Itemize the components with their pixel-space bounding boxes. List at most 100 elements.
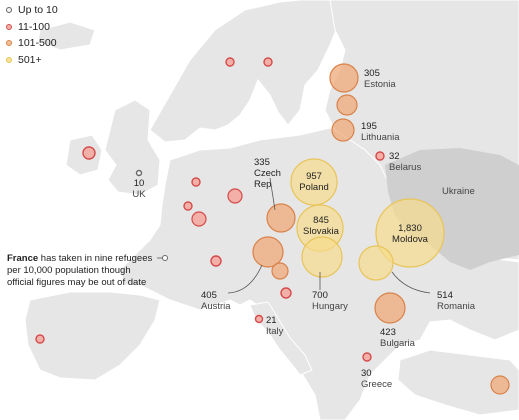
legend-swatch-orange xyxy=(6,40,12,47)
ukraine-shape xyxy=(385,148,519,270)
moldova-value: 1,830 xyxy=(398,223,422,234)
estonia-name: Estonia xyxy=(364,79,396,90)
poland-value: 957 xyxy=(306,171,322,182)
label-hungary: 700 Hungary xyxy=(312,290,348,312)
legend-item-501-plus: 501+ xyxy=(6,52,58,69)
romania-leader xyxy=(391,271,431,294)
label-uk: 10 UK xyxy=(132,178,145,200)
bubble-romania-yellow xyxy=(358,245,394,281)
bubble-cyprus xyxy=(490,375,510,395)
bubble-switzerland xyxy=(210,255,222,267)
bubble-luxembourg xyxy=(191,211,207,227)
poland-name: Poland xyxy=(299,182,329,193)
legend-swatch-gray xyxy=(6,7,12,14)
france-note-text: has taken in nine refugees per 10,000 po… xyxy=(7,253,153,288)
bubble-austria xyxy=(252,236,284,268)
bubble-norway-2 xyxy=(263,57,273,67)
legend-swatch-red xyxy=(6,23,12,30)
italy-value: 21 xyxy=(266,315,277,326)
iberia-land xyxy=(24,291,161,381)
turkey-land xyxy=(397,349,519,416)
bubbles-layer xyxy=(35,57,510,395)
bubble-moldova xyxy=(375,198,445,268)
bubble-belgium xyxy=(183,201,193,211)
uk-name: UK xyxy=(132,189,146,200)
belarus-value: 32 xyxy=(389,151,400,162)
bubble-italy xyxy=(254,314,264,324)
legend-item-up-to-10: Up to 10 xyxy=(6,2,58,19)
bubble-hungary xyxy=(301,236,343,278)
bubble-portugal xyxy=(35,334,45,344)
austria-name: Austria xyxy=(201,301,231,312)
moldova-name: Moldova xyxy=(392,234,428,245)
estonia-value: 305 xyxy=(364,68,380,79)
greece-value: 30 xyxy=(361,368,372,379)
bubble-lithuania xyxy=(331,118,355,142)
label-greece: 30 Greece xyxy=(361,368,392,390)
label-austria: 405 Austria xyxy=(201,290,231,312)
legend: Up to 10 11-100 101-500 501+ xyxy=(6,2,58,68)
label-bulgaria: 423 Bulgaria xyxy=(380,327,415,349)
bubble-croatia xyxy=(280,287,292,299)
hungary-value: 700 xyxy=(312,290,328,301)
czech-name-2: Rep xyxy=(254,179,272,190)
italy-name: Italy xyxy=(266,326,284,337)
legend-label: 501+ xyxy=(18,53,42,66)
bubble-czech xyxy=(266,203,296,233)
label-belarus: 32 Belarus xyxy=(389,151,421,173)
legend-label: 11-100 xyxy=(18,20,50,33)
label-estonia: 305 Estonia xyxy=(364,68,396,90)
legend-item-11-100: 11-100 xyxy=(6,19,58,36)
greece-name: Greece xyxy=(361,379,393,390)
bubble-netherlands xyxy=(191,177,201,187)
legend-label: Up to 10 xyxy=(18,4,58,17)
label-moldova: 1,830 Moldova xyxy=(392,223,428,245)
label-poland: 957 Poland xyxy=(299,171,329,193)
romania-name: Romania xyxy=(437,301,476,312)
label-slovakia: 845 Slovakia xyxy=(303,215,339,237)
bubble-estonia xyxy=(329,63,359,93)
label-italy: 21 Italy xyxy=(266,315,283,337)
italy-land xyxy=(249,301,313,376)
bubble-greece xyxy=(362,352,372,362)
france-note: France has taken in nine refugees per 10… xyxy=(7,253,157,289)
bubble-poland xyxy=(290,158,338,206)
bubble-latvia xyxy=(336,94,358,116)
legend-label: 101-500 xyxy=(18,37,57,50)
ukraine-name: Ukraine xyxy=(442,186,475,197)
label-lithuania: 195 Lithuania xyxy=(361,121,400,143)
scandinavia-land xyxy=(149,0,341,143)
bubble-slovenia xyxy=(271,262,289,280)
czech-value: 335 xyxy=(254,157,270,168)
belarus-name: Belarus xyxy=(389,162,422,173)
slovakia-name: Slovakia xyxy=(303,226,339,237)
bulgaria-value: 423 xyxy=(380,327,396,338)
label-ukraine: Ukraine xyxy=(442,186,475,197)
bubble-germany xyxy=(227,188,243,204)
bubble-belarus xyxy=(375,151,385,161)
legend-swatch-yellow xyxy=(6,56,12,63)
austria-leader xyxy=(227,264,263,294)
czech-leader xyxy=(269,177,276,211)
uk-value: 10 xyxy=(133,178,145,189)
iceland-land xyxy=(37,21,96,51)
france-note-bold: France xyxy=(7,253,39,264)
france-marker xyxy=(162,255,168,261)
slovakia-value: 845 xyxy=(313,215,329,226)
lithuania-value: 195 xyxy=(361,121,377,132)
austria-value: 405 xyxy=(201,290,217,301)
hungary-name: Hungary xyxy=(312,301,348,312)
bubble-ireland xyxy=(82,146,96,160)
label-romania: 514 Romania xyxy=(437,290,475,312)
czech-name: Czech xyxy=(254,168,281,179)
bulgaria-name: Bulgaria xyxy=(380,338,415,349)
lithuania-name: Lithuania xyxy=(361,132,400,143)
romania-value: 514 xyxy=(437,290,453,301)
bubble-uk xyxy=(135,169,143,177)
uk-land xyxy=(104,99,161,196)
bubble-bulgaria xyxy=(374,292,406,324)
legend-item-101-500: 101-500 xyxy=(6,35,58,52)
label-czech: 335 Czech Rep xyxy=(254,157,281,190)
